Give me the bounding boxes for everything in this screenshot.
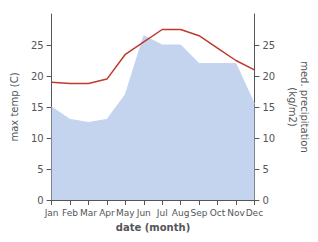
svg-text:Jul: Jul (156, 208, 168, 218)
svg-text:0: 0 (37, 195, 43, 206)
svg-text:15: 15 (31, 102, 44, 113)
svg-text:Nov: Nov (227, 208, 245, 218)
svg-text:20: 20 (262, 71, 275, 82)
svg-text:Jun: Jun (136, 208, 151, 218)
svg-text:Jan: Jan (44, 208, 59, 218)
svg-text:Sep: Sep (191, 208, 208, 218)
svg-text:Aug: Aug (172, 208, 190, 218)
svg-text:Feb: Feb (62, 208, 78, 218)
svg-text:Apr: Apr (99, 208, 115, 218)
svg-text:5: 5 (37, 164, 43, 175)
svg-text:Mar: Mar (80, 208, 97, 218)
svg-text:10: 10 (31, 133, 44, 144)
svg-text:max temp (C): max temp (C) (9, 72, 20, 141)
svg-text:15: 15 (262, 102, 275, 113)
svg-text:May: May (116, 208, 135, 218)
svg-text:Dec: Dec (246, 208, 263, 218)
svg-text:25: 25 (31, 40, 44, 51)
svg-text:20: 20 (31, 71, 44, 82)
svg-text:Oct: Oct (210, 208, 226, 218)
svg-text:0: 0 (262, 195, 268, 206)
svg-text:10: 10 (262, 133, 275, 144)
svg-text:(kg/m2): (kg/m2) (287, 87, 298, 127)
svg-text:5: 5 (262, 164, 268, 175)
svg-text:25: 25 (262, 40, 275, 51)
svg-text:date (month): date (month) (116, 222, 190, 233)
svg-text:med. precipitation: med. precipitation (299, 61, 310, 153)
